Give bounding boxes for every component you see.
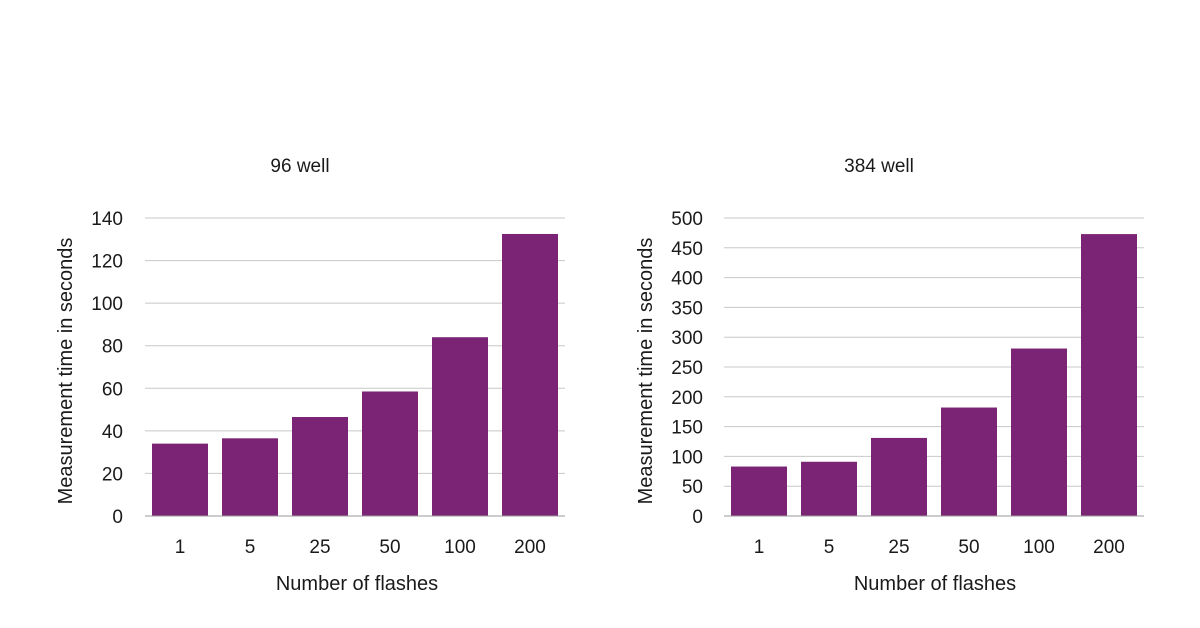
bar (941, 407, 997, 516)
bar (1081, 234, 1137, 517)
y-tick-label: 60 (102, 379, 123, 400)
x-tick-label: 1 (754, 537, 765, 558)
bar (1011, 348, 1067, 516)
x-tick-label: 5 (824, 537, 835, 558)
chart-1: 96 well 0 20 40 60 80 100 120 140 1 5 25 50 100 200 Num… (55, 156, 565, 595)
x-tick-label: 25 (888, 537, 909, 558)
chart-title: 384 well (844, 156, 914, 177)
y-tick-label: 50 (682, 477, 703, 498)
x-tick-label: 100 (1023, 537, 1055, 558)
bar (362, 391, 418, 516)
y-tick-label: 300 (671, 328, 703, 349)
y-tick-label: 0 (692, 507, 703, 528)
y-tick-label: 80 (102, 337, 123, 358)
y-tick-label: 0 (112, 507, 123, 528)
x-tick-label: 1 (175, 537, 186, 558)
y-tick-label: 500 (671, 209, 703, 230)
y-tick-label: 150 (671, 418, 703, 439)
y-tick-label: 400 (671, 269, 703, 290)
bar (432, 337, 488, 516)
y-axis-label: Measurement time in seconds (635, 238, 657, 505)
y-tick-label: 40 (102, 422, 123, 443)
x-tick-label: 100 (444, 537, 476, 558)
x-tick-label: 25 (309, 537, 330, 558)
y-tick-label: 100 (671, 447, 703, 468)
x-tick-label: 50 (958, 537, 979, 558)
bar (152, 443, 208, 516)
y-tick-label: 120 (91, 252, 123, 273)
chart-title: 96 well (270, 156, 329, 177)
bar (801, 461, 857, 516)
x-axis-label: Number of flashes (276, 573, 438, 595)
y-axis-label: Measurement time in seconds (55, 238, 77, 505)
bar (871, 437, 927, 516)
x-tick-label: 200 (1093, 537, 1125, 558)
y-tick-label: 140 (91, 209, 123, 230)
bar (292, 417, 348, 516)
y-tick-label: 100 (91, 294, 123, 315)
x-tick-label: 200 (514, 537, 546, 558)
y-tick-label: 350 (671, 298, 703, 319)
bar (502, 233, 558, 516)
x-tick-label: 5 (245, 537, 256, 558)
bar (731, 466, 787, 516)
bar (222, 438, 278, 516)
x-axis-label: Number of flashes (854, 573, 1016, 595)
y-tick-label: 200 (671, 388, 703, 409)
x-tick-label: 50 (379, 537, 400, 558)
y-tick-label: 250 (671, 358, 703, 379)
y-tick-label: 20 (102, 464, 123, 485)
y-tick-label: 450 (671, 239, 703, 260)
